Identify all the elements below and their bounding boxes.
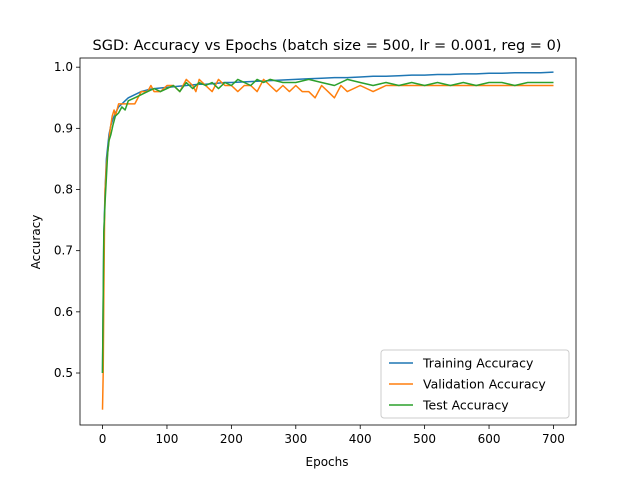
x-axis-label: Epochs bbox=[306, 455, 349, 469]
series-line-1 bbox=[101, 78, 554, 410]
chart-title: SGD: Accuracy vs Epochs (batch size = 50… bbox=[93, 38, 562, 54]
x-tick-label: 600 bbox=[478, 432, 501, 446]
legend-label-1: Validation Accuracy bbox=[423, 377, 546, 392]
y-tick-label: 0.7 bbox=[54, 244, 73, 258]
y-tick-label: 1.0 bbox=[54, 60, 73, 74]
x-tick-label: 400 bbox=[349, 432, 372, 446]
legend-label-2: Test Accuracy bbox=[422, 398, 509, 413]
plot-area bbox=[79, 57, 577, 426]
legend: Training Accuracy Validation Accuracy Test… bbox=[380, 349, 570, 419]
x-axis: 0 100 200 300 400 500 600 700 bbox=[99, 425, 565, 446]
x-tick-label: 700 bbox=[542, 432, 565, 446]
y-axis: 0.5 0.6 0.7 0.8 0.9 1.0 bbox=[54, 60, 80, 380]
y-tick-label: 0.5 bbox=[54, 366, 73, 380]
x-tick-label: 200 bbox=[220, 432, 243, 446]
y-axis-label: Accuracy bbox=[29, 215, 43, 270]
x-tick-label: 100 bbox=[156, 432, 179, 446]
plot-frame bbox=[79, 57, 577, 426]
legend-box bbox=[380, 349, 570, 419]
y-tick-label: 0.8 bbox=[54, 183, 73, 197]
series-line-2 bbox=[101, 78, 554, 374]
y-tick-label: 0.9 bbox=[54, 121, 73, 135]
y-tick-label: 0.6 bbox=[54, 305, 73, 319]
legend-label-0: Training Accuracy bbox=[422, 356, 534, 371]
x-tick-label: 300 bbox=[284, 432, 307, 446]
x-tick-label: 500 bbox=[413, 432, 436, 446]
x-tick-label: 0 bbox=[99, 432, 107, 446]
series-line-0 bbox=[101, 71, 554, 374]
